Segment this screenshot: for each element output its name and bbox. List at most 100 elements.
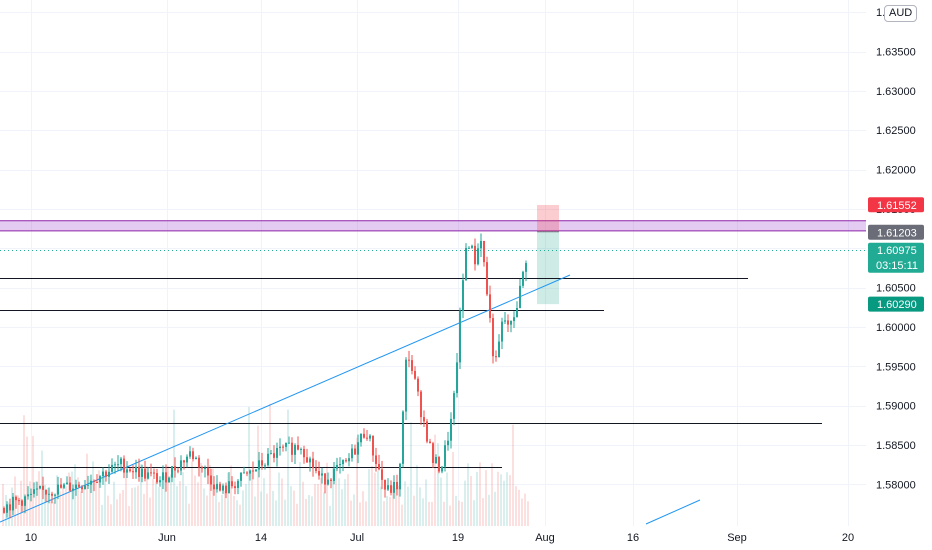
- volume-bar: [494, 491, 496, 526]
- volume-bar: [296, 503, 298, 526]
- resistance-zone[interactable]: [0, 220, 866, 232]
- candle-body: [69, 482, 71, 491]
- volume-bar: [302, 481, 304, 526]
- currency-badge[interactable]: AUD: [884, 5, 918, 22]
- candle-body: [255, 469, 257, 472]
- candle-body: [234, 486, 236, 489]
- candle-body: [309, 458, 311, 463]
- candle: [51, 491, 53, 504]
- candle: [465, 243, 467, 281]
- candle-body: [177, 470, 179, 472]
- candle-body: [429, 441, 431, 444]
- candle: [216, 475, 218, 493]
- candle-body: [225, 485, 227, 494]
- candle: [408, 350, 410, 368]
- candle-body: [147, 472, 149, 479]
- volume-bar: [362, 491, 364, 526]
- candle: [318, 461, 320, 480]
- volume-bar: [8, 502, 10, 526]
- volume-bar: [419, 487, 421, 526]
- candle: [471, 244, 473, 249]
- candle-body: [516, 307, 518, 318]
- volume-bar: [167, 466, 169, 526]
- volume-bar: [431, 501, 433, 526]
- candle: [504, 312, 506, 324]
- x-tick-label: 14: [255, 532, 267, 544]
- candle: [246, 471, 248, 477]
- candle-body: [387, 485, 389, 490]
- y-tick-label: 1.63000: [876, 86, 916, 98]
- candle: [363, 428, 365, 439]
- volume-bar: [68, 472, 70, 526]
- volume-bar: [89, 479, 91, 526]
- candle-body: [438, 456, 440, 472]
- candle: [27, 486, 29, 500]
- volume-bar: [35, 481, 37, 526]
- candle: [207, 458, 209, 485]
- volume-bar: [206, 495, 208, 526]
- candle: [276, 442, 278, 467]
- candle: [267, 448, 269, 467]
- volume-bar: [428, 501, 430, 526]
- time-axis[interactable]: 10 Jun 14 Jul 19 Aug 16 Sep 20: [25, 532, 854, 544]
- candle-body: [321, 473, 323, 476]
- candle: [228, 472, 230, 494]
- volume-bar: [458, 500, 460, 526]
- candle: [345, 458, 347, 463]
- candle-body: [348, 458, 350, 462]
- candle-body: [294, 444, 296, 455]
- candle: [150, 463, 152, 477]
- volume-bar: [233, 495, 235, 526]
- candle: [333, 462, 335, 485]
- candle: [438, 455, 440, 474]
- candle-body: [273, 453, 275, 458]
- candle-body: [213, 484, 215, 490]
- candle-body: [357, 442, 359, 455]
- volume-bar: [443, 501, 445, 526]
- volume-bar: [323, 492, 325, 526]
- candle: [297, 436, 299, 451]
- candle-body: [261, 460, 263, 466]
- position-tool[interactable]: [537, 204, 559, 305]
- candle-body: [276, 448, 278, 458]
- candle: [3, 506, 5, 514]
- volume-bar: [503, 480, 505, 526]
- zone-fill[interactable]: [0, 220, 866, 231]
- volume-bar: [374, 472, 376, 526]
- candle: [306, 448, 308, 463]
- stop-loss-area[interactable]: [537, 204, 559, 232]
- candle: [165, 464, 167, 492]
- take-profit-area[interactable]: [537, 231, 559, 305]
- candle: [249, 469, 251, 481]
- volume-bar: [14, 476, 16, 526]
- candle-body: [480, 240, 482, 249]
- volume-bar: [488, 494, 490, 526]
- candle-body: [141, 468, 143, 477]
- candle-body: [504, 320, 506, 322]
- volume-bar: [185, 486, 187, 526]
- candle-body: [282, 446, 284, 448]
- candle: [240, 472, 242, 487]
- candle-body: [369, 435, 371, 439]
- volume-bar: [395, 488, 397, 526]
- candle-body: [333, 468, 335, 481]
- horizontal-levels[interactable]: [0, 250, 866, 468]
- candle: [384, 479, 386, 498]
- candle: [123, 455, 125, 479]
- trendline-projection[interactable]: [645, 499, 701, 525]
- candle: [18, 497, 20, 505]
- price-tag: 1.61552: [868, 197, 924, 213]
- candle-body: [189, 451, 191, 457]
- volume-bar: [158, 487, 160, 526]
- candle-body: [66, 482, 68, 485]
- volume-bar: [113, 481, 115, 526]
- volume-bar: [341, 489, 343, 526]
- volume-bar: [491, 463, 493, 526]
- price-tag-background: [868, 296, 924, 312]
- candle: [291, 437, 293, 463]
- candle: [285, 442, 287, 452]
- candle-body: [312, 458, 314, 469]
- candle: [75, 479, 77, 496]
